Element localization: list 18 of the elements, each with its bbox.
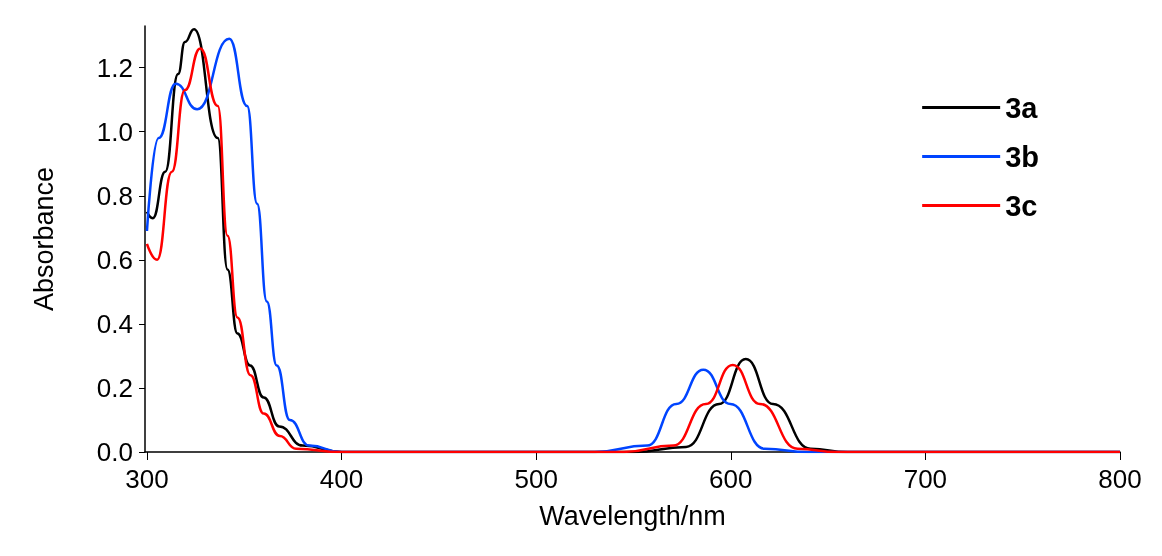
y-tick-label: 1.2 (96, 52, 133, 83)
x-tick-label: 600 (709, 464, 753, 494)
x-tick-label: 300 (125, 464, 169, 494)
y-tick-label: 1.0 (96, 116, 133, 147)
y-tick-label: 0.8 (96, 180, 133, 211)
x-tick-label: 400 (319, 464, 364, 494)
x-tick-label: 500 (514, 464, 558, 494)
x-tick-label: 800 (1098, 464, 1142, 494)
legend-label: 3a (1005, 91, 1039, 124)
y-axis-title: Absorbance (28, 166, 59, 312)
y-tick-label: 0.4 (96, 308, 133, 339)
y-tick-label: 0.2 (96, 372, 133, 403)
y-tick-label: 0.6 (96, 244, 133, 275)
legend-label: 3b (1005, 140, 1039, 173)
x-axis-title: Wavelength/nm (539, 500, 726, 531)
legend-label: 3c (1005, 189, 1038, 222)
y-tick-label: 0.0 (96, 437, 133, 467)
x-tick-label: 700 (903, 464, 948, 494)
